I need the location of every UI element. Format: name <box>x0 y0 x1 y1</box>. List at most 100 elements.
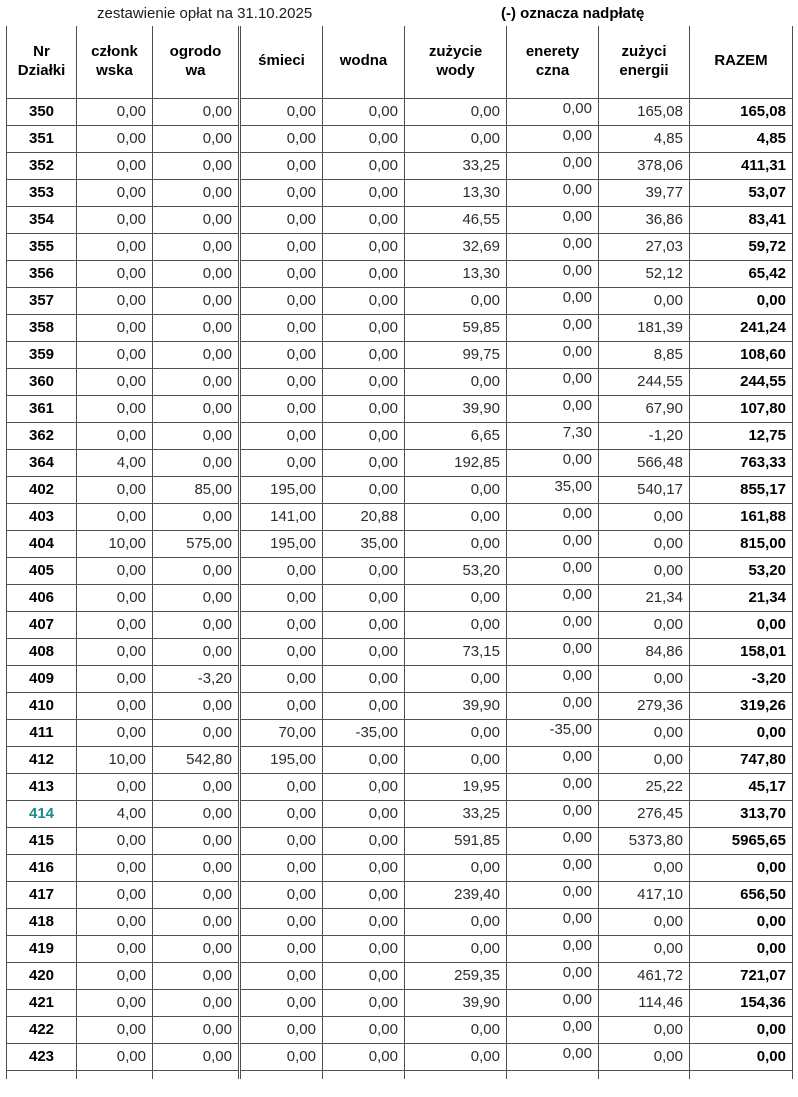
plot-number-cell: 350 <box>6 97 77 126</box>
table-row: 406 0,00 0,00 0,00 0,00 0,00 0,00 21,34 21,34 <box>6 583 793 612</box>
value-cell-czlonkowska: 0,00 <box>76 313 153 342</box>
value-cell-smieci: 0,00 <box>239 907 323 936</box>
value-cell-eneretyczna: -35,00 <box>506 718 599 747</box>
value-cell-wodna: 0,00 <box>322 421 405 450</box>
value-cell-czlonkowska: 0,00 <box>76 502 153 531</box>
value-cell-ogrodowa: 0,00 <box>152 610 241 639</box>
value-cell-zuzycie-wody: 0,00 <box>404 1015 507 1044</box>
table-row: 422 0,00 0,00 0,00 0,00 0,00 0,00 0,00 0,00 <box>6 1015 793 1044</box>
value-cell-eneretyczna: 0,00 <box>506 340 599 369</box>
title-row: zestawienie opłat na 31.10.2025 (-) ozna… <box>0 0 798 26</box>
value-cell-eneretyczna: 0,00 <box>506 907 599 936</box>
value-cell-ogrodowa: 0,00 <box>152 583 241 612</box>
plot-number-cell: 405 <box>6 556 77 585</box>
value-cell-razem: 108,60 <box>689 340 793 369</box>
plot-number-cell: 357 <box>6 286 77 315</box>
value-cell-smieci: 0,00 <box>239 988 323 1017</box>
value-cell-razem: 53,20 <box>689 556 793 585</box>
value-cell-smieci: 195,00 <box>239 475 323 504</box>
plot-number-cell: 423 <box>6 1042 77 1071</box>
table-row: 420 0,00 0,00 0,00 0,00 259,35 0,00 461,72 721,0… <box>6 961 793 990</box>
table-row: 358 0,00 0,00 0,00 0,00 59,85 0,00 181,39 241,24 <box>6 313 793 342</box>
value-cell-razem: 0,00 <box>689 1042 793 1071</box>
value-cell-smieci: 0,00 <box>239 691 323 720</box>
value-cell-smieci: 0,00 <box>239 259 323 288</box>
value-cell-razem: 0,00 <box>689 907 793 936</box>
value-cell-wodna: 0,00 <box>322 313 405 342</box>
value-cell-czlonkowska: 0,00 <box>76 610 153 639</box>
value-cell-zuzyci-energii: 0,00 <box>598 934 690 963</box>
plot-number-cell: 422 <box>6 1015 77 1044</box>
value-cell-razem: 83,41 <box>689 205 793 234</box>
value-cell-czlonkowska: 0,00 <box>76 394 153 423</box>
value-cell-zuzycie-wody: 73,15 <box>404 637 507 666</box>
value-cell-czlonkowska: 0,00 <box>76 259 153 288</box>
value-cell-razem: 158,01 <box>689 637 793 666</box>
value-cell-wodna: 0,00 <box>322 853 405 882</box>
value-cell-eneretyczna: 0,00 <box>506 232 599 261</box>
value-cell-zuzyci-energii: -1,20 <box>598 421 690 450</box>
value-cell-smieci: 0,00 <box>239 556 323 585</box>
value-cell-ogrodowa: 0,00 <box>152 853 241 882</box>
value-cell-razem: 656,50 <box>689 880 793 909</box>
value-cell-razem: 855,17 <box>689 475 793 504</box>
value-cell-wodna: 0,00 <box>322 124 405 153</box>
plot-number-cell: 412 <box>6 745 77 774</box>
value-cell-razem: 59,72 <box>689 232 793 261</box>
value-cell-razem: -3,20 <box>689 664 793 693</box>
value-cell-ogrodowa: 0,00 <box>152 556 241 585</box>
value-cell-smieci: 0,00 <box>239 961 323 990</box>
value-cell-czlonkowska: 0,00 <box>76 178 153 207</box>
value-cell-czlonkowska: 0,00 <box>76 961 153 990</box>
col-header-zuzyci-energii: zużyci energii <box>598 26 690 99</box>
value-cell-zuzycie-wody: 32,69 <box>404 232 507 261</box>
value-cell-wodna: 0,00 <box>322 637 405 666</box>
cut-off-row <box>6 1069 793 1079</box>
value-cell-ogrodowa: 0,00 <box>152 907 241 936</box>
value-cell-zuzyci-energii: 25,22 <box>598 772 690 801</box>
value-cell-czlonkowska: 0,00 <box>76 907 153 936</box>
value-cell-ogrodowa: 0,00 <box>152 340 241 369</box>
table-row: 413 0,00 0,00 0,00 0,00 19,95 0,00 25,22 45,17 <box>6 772 793 801</box>
value-cell-smieci: 0,00 <box>239 853 323 882</box>
plot-number-cell: 353 <box>6 178 77 207</box>
value-cell-smieci: 0,00 <box>239 340 323 369</box>
value-cell-eneretyczna: 0,00 <box>506 124 599 153</box>
plot-number-cell: 351 <box>6 124 77 153</box>
plot-number-cell: 358 <box>6 313 77 342</box>
value-cell-czlonkowska: 0,00 <box>76 637 153 666</box>
value-cell-zuzycie-wody: 0,00 <box>404 610 507 639</box>
value-cell-wodna: 0,00 <box>322 367 405 396</box>
table-row: 421 0,00 0,00 0,00 0,00 39,90 0,00 114,46 154,36 <box>6 988 793 1017</box>
value-cell-eneretyczna: 0,00 <box>506 853 599 882</box>
value-cell-ogrodowa: 0,00 <box>152 961 241 990</box>
value-cell-zuzyci-energii: 0,00 <box>598 853 690 882</box>
value-cell-razem: 411,31 <box>689 151 793 180</box>
value-cell-ogrodowa: 0,00 <box>152 1015 241 1044</box>
value-cell-eneretyczna: 0,00 <box>506 205 599 234</box>
value-cell-zuzyci-energii: 279,36 <box>598 691 690 720</box>
value-cell-czlonkowska: 0,00 <box>76 151 153 180</box>
plot-number-cell: 404 <box>6 529 77 558</box>
value-cell-razem: 21,34 <box>689 583 793 612</box>
value-cell-czlonkowska: 0,00 <box>76 853 153 882</box>
value-cell-zuzycie-wody: 0,00 <box>404 853 507 882</box>
value-cell-zuzyci-energii: 5373,80 <box>598 826 690 855</box>
value-cell-wodna: 0,00 <box>322 772 405 801</box>
table-row: 361 0,00 0,00 0,00 0,00 39,90 0,00 67,90 107,80 <box>6 394 793 423</box>
plot-number-cell: 361 <box>6 394 77 423</box>
value-cell-eneretyczna: 0,00 <box>506 745 599 774</box>
value-cell-zuzycie-wody: 259,35 <box>404 961 507 990</box>
value-cell-smieci: 0,00 <box>239 664 323 693</box>
value-cell-czlonkowska: 0,00 <box>76 583 153 612</box>
value-cell-zuzyci-energii: 8,85 <box>598 340 690 369</box>
value-cell-zuzycie-wody: 33,25 <box>404 151 507 180</box>
col-header-czlonkowska: członk wska <box>76 26 153 99</box>
value-cell-smieci: 70,00 <box>239 718 323 747</box>
value-cell-wodna: 0,00 <box>322 961 405 990</box>
plot-number-cell: 411 <box>6 718 77 747</box>
value-cell-wodna: 0,00 <box>322 178 405 207</box>
value-cell-eneretyczna: 0,00 <box>506 934 599 963</box>
value-cell-zuzycie-wody: 192,85 <box>404 448 507 477</box>
